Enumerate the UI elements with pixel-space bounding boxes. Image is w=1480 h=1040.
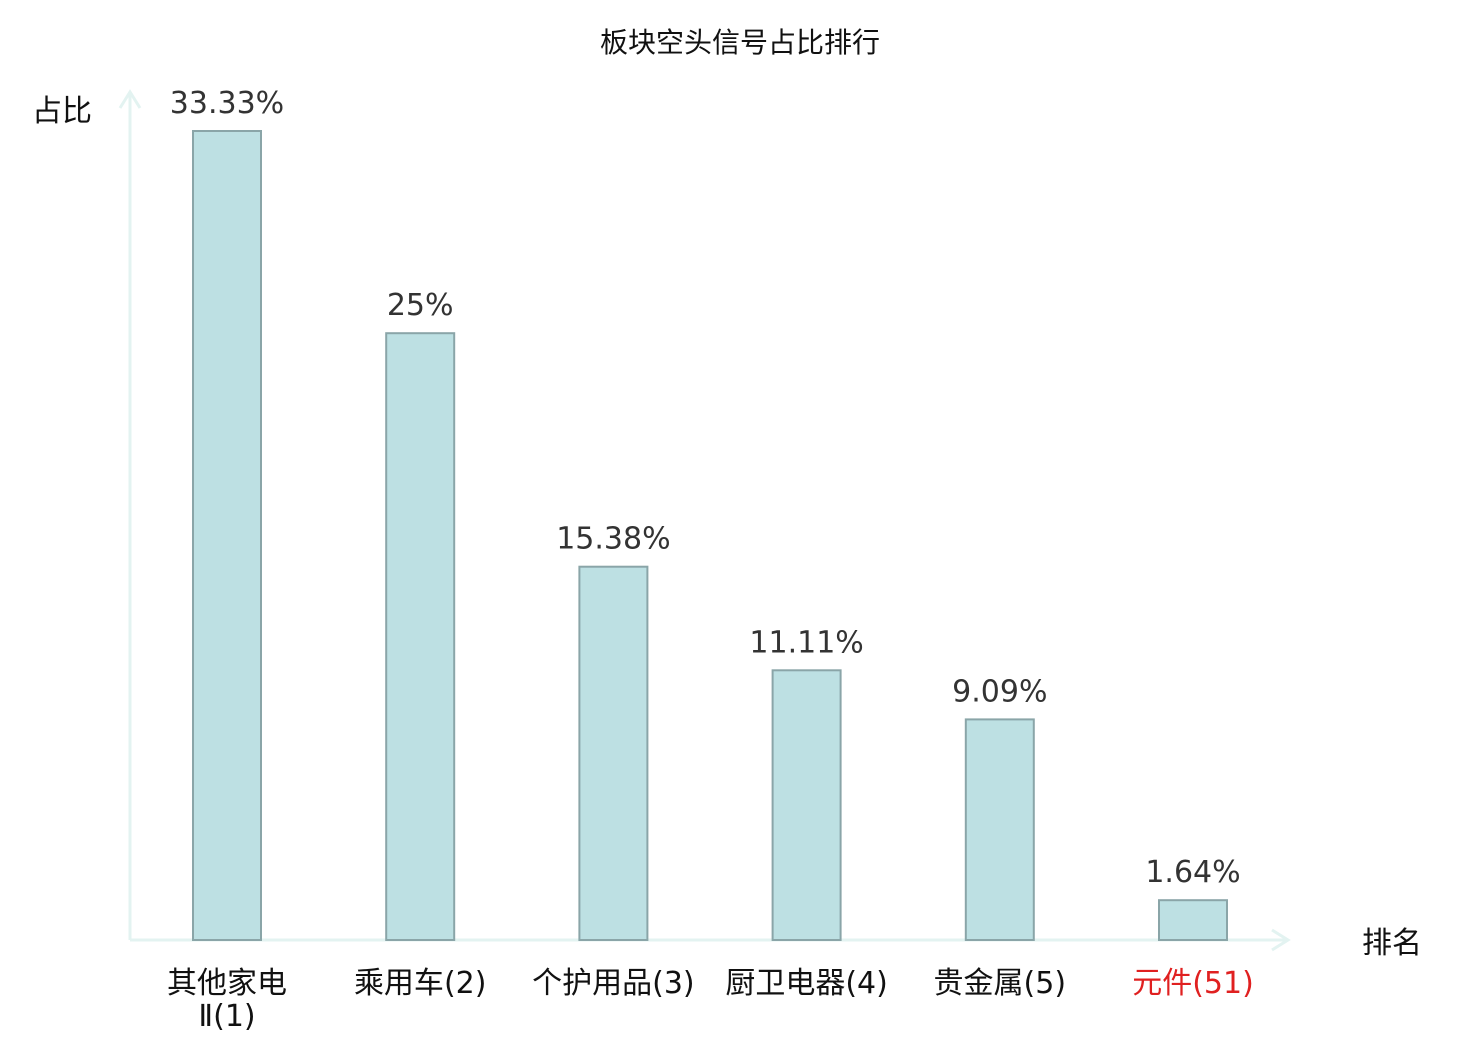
value-labels-group: 33.33% 25% 15.38% 11.11% 9.09% 1.64% bbox=[170, 86, 1241, 890]
bar-value-label: 1.64% bbox=[1145, 855, 1240, 890]
chart-title: 板块空头信号占比排行 bbox=[600, 26, 880, 59]
category-rank: (51) bbox=[1192, 966, 1254, 1001]
bar-value-label: 11.11% bbox=[749, 625, 863, 660]
category-label: 元件(51) bbox=[1132, 966, 1254, 1001]
category-label: 乘用车(2) bbox=[354, 966, 487, 1001]
category-name: 乘用车 bbox=[354, 966, 444, 1001]
category-name: 元件 bbox=[1132, 966, 1192, 1001]
bar-value-label: 15.38% bbox=[556, 522, 670, 557]
bar-value-label: 25% bbox=[387, 288, 454, 323]
category-rank: Ⅱ(1) bbox=[198, 999, 255, 1034]
bar bbox=[192, 130, 262, 941]
category-label: 个护用品(3) bbox=[532, 966, 695, 1001]
category-label: 厨卫电器(4) bbox=[725, 966, 888, 1001]
bar bbox=[964, 718, 1035, 942]
bar-value-label: 9.09% bbox=[952, 674, 1047, 709]
category-label: 贵金属(5) bbox=[934, 966, 1067, 1001]
category-label: 其他家电 Ⅱ(1) bbox=[167, 966, 287, 1034]
x-axis-arrow bbox=[1271, 928, 1291, 952]
category-name: 其他家电 bbox=[167, 966, 287, 1001]
category-name: 个护用品 bbox=[532, 966, 652, 1001]
category-rank: (3) bbox=[652, 966, 695, 1001]
category-labels-group: 其他家电 Ⅱ(1) 乘用车(2) 个护用品(3) 厨卫电器(4) 贵金属(5) 元件(51) bbox=[167, 966, 1254, 1034]
bar bbox=[385, 332, 456, 941]
category-rank: (5) bbox=[1024, 966, 1067, 1001]
bar bbox=[1158, 899, 1228, 942]
category-rank: (2) bbox=[444, 966, 487, 1001]
bar-value-label: 33.33% bbox=[170, 86, 284, 121]
x-axis-label: 排名 bbox=[1362, 926, 1422, 961]
y-axis-arrow bbox=[118, 89, 142, 109]
bar bbox=[771, 669, 842, 941]
y-axis-label: 占比 bbox=[32, 94, 92, 129]
bars-group bbox=[192, 130, 1228, 942]
category-name: 贵金属 bbox=[934, 966, 1024, 1001]
category-name: 厨卫电器 bbox=[725, 966, 845, 1001]
bar bbox=[578, 565, 649, 941]
category-rank: (4) bbox=[845, 966, 888, 1001]
